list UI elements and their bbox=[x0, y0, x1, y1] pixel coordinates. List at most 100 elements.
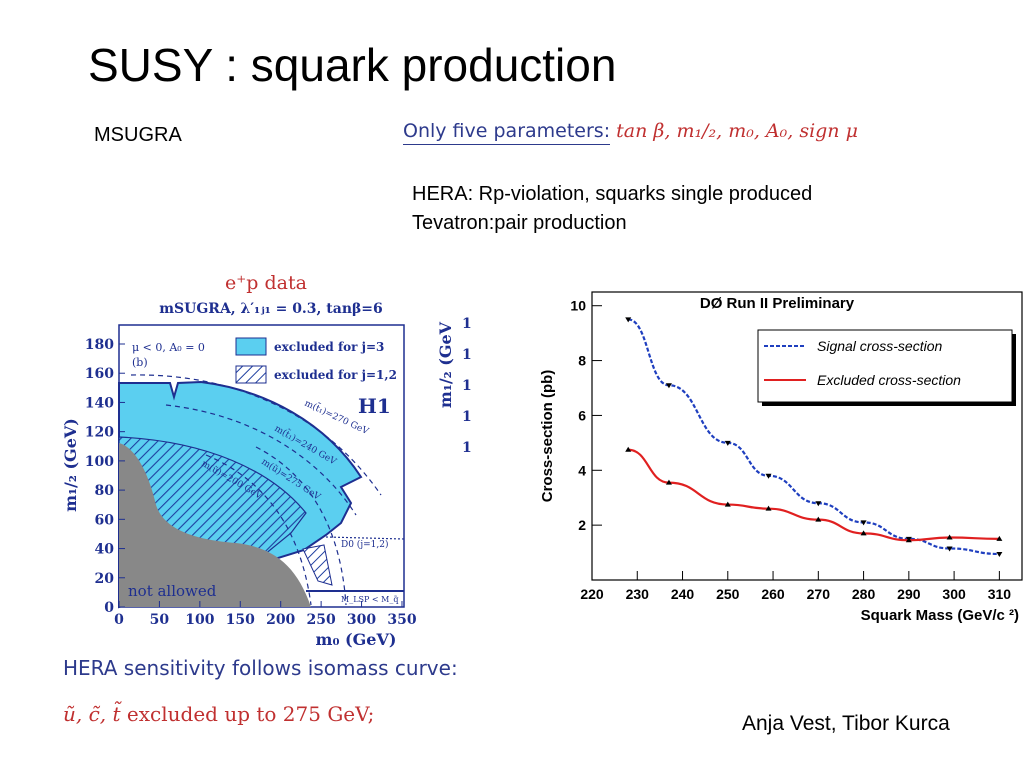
d0-x-tick-label: 310 bbox=[988, 586, 1012, 602]
d0-y-tick-label: 2 bbox=[578, 517, 586, 533]
h1-legend-j3: excluded for j=3 bbox=[274, 340, 384, 354]
d0-data-point bbox=[946, 534, 953, 540]
h1-y-tick-label: 160 bbox=[85, 366, 114, 382]
h1-d0-line bbox=[325, 536, 405, 540]
d0-data-point bbox=[996, 551, 1003, 557]
h1-right-ticks: 1 1 1 1 1 bbox=[462, 316, 472, 456]
d0-data-point bbox=[905, 537, 912, 543]
h1-x-tick-label: 200 bbox=[266, 612, 295, 628]
d0-y-tick-label: 4 bbox=[578, 462, 586, 478]
d0-x-tick-label: 250 bbox=[716, 586, 740, 602]
d0-data-point bbox=[665, 383, 672, 389]
d0-data-point bbox=[625, 446, 632, 452]
h1-top-label: e⁺p data bbox=[225, 272, 307, 294]
excluded-particles: ũ, c̃, t̃ bbox=[63, 702, 121, 726]
d0-legend-label: Signal cross-section bbox=[817, 338, 942, 354]
d0-legend-label: Excluded cross-section bbox=[817, 372, 961, 388]
h1-x-ticks: 0 50 100 150 200 250 300 350 bbox=[114, 601, 417, 628]
h1-y-tick-label: 0 bbox=[104, 600, 114, 616]
d0-data-point bbox=[724, 501, 731, 507]
d0-data-point bbox=[625, 317, 632, 323]
h1-exclusion-plot: e⁺p data mSUGRA, λ′₁ⱼ₁ = 0.3, tanβ=6 μ <… bbox=[61, 272, 472, 649]
d0-legend-shadow bbox=[1012, 334, 1016, 406]
d0-x-tick-label: 300 bbox=[942, 586, 966, 602]
d0-data-point bbox=[996, 535, 1003, 541]
h1-legend-j12: excluded for j=1,2 bbox=[274, 368, 397, 382]
h1-y-ticks: 0 20 40 60 80 100 120 140 160 180 bbox=[85, 337, 125, 616]
excluded-text: excluded up to 275 GeV; bbox=[126, 702, 375, 726]
parameters-math: tan β, m₁/₂, m₀, A₀, sign μ bbox=[616, 120, 858, 142]
slide-title: SUSY : squark production bbox=[88, 39, 617, 91]
h1-legend-j3-swatch bbox=[235, 337, 267, 356]
h1-y-tick-label: 60 bbox=[95, 512, 115, 528]
d0-data-point bbox=[860, 530, 867, 536]
h1-y-tick-label: 80 bbox=[95, 483, 115, 499]
h1-x-tick-label: 150 bbox=[226, 612, 255, 628]
d0-legend-shadow-bottom bbox=[762, 402, 1016, 406]
h1-isomass-270 bbox=[130, 374, 382, 496]
d0-y-tick-label: 6 bbox=[578, 407, 586, 423]
d0-data-point bbox=[815, 501, 822, 507]
hera-line-2: Tevatron:pair production bbox=[412, 212, 627, 234]
h1-y-tick-label: 180 bbox=[85, 337, 114, 353]
h1-logo: H1 bbox=[358, 394, 391, 418]
h1-x-tick-label: 250 bbox=[307, 612, 336, 628]
h1-xlabel: m₀ (GeV) bbox=[316, 630, 397, 649]
h1-legend-j12-swatch bbox=[235, 365, 267, 384]
d0-data-point bbox=[765, 473, 772, 479]
h1-x-tick-label: 50 bbox=[150, 612, 170, 628]
h1-y-tick-label: 140 bbox=[85, 395, 114, 411]
d0-data-point bbox=[815, 516, 822, 522]
hera-sensitivity-text: HERA sensitivity follows isomass curve: bbox=[63, 656, 458, 680]
h1-right-tick-label: 1 bbox=[462, 409, 472, 425]
h1-right-tick-label: 1 bbox=[462, 440, 472, 456]
h1-y-tick-label: 100 bbox=[85, 454, 114, 470]
h1-not-allowed-label: not allowed bbox=[128, 582, 217, 600]
d0-legend: Signal cross-section Excluded cross-secti… bbox=[757, 329, 1016, 406]
d0-cross-section-chart: DØ Run II Preliminary Signal cross-secti… bbox=[539, 291, 1023, 624]
h1-y-tick-label: 40 bbox=[95, 542, 115, 558]
d0-series bbox=[625, 317, 1003, 557]
d0-ylabel: Cross-section (pb) bbox=[539, 370, 556, 503]
d0-data-point bbox=[724, 440, 731, 446]
d0-x-tick-label: 270 bbox=[807, 586, 831, 602]
h1-lsp-label: M_LSP < M_q̃ bbox=[341, 595, 398, 604]
d0-x-tick-label: 260 bbox=[761, 586, 785, 602]
excluded-line: ũ, c̃, t̃ excluded up to 275 GeV; bbox=[63, 702, 374, 726]
h1-y-tick-label: 120 bbox=[85, 425, 114, 441]
h1-right-tick-label: 1 bbox=[462, 347, 472, 363]
h1-not-allowed-region bbox=[119, 443, 311, 607]
hera-text: HERA: Rp-violation, squarks single produ… bbox=[412, 180, 812, 238]
h1-x-tick-label: 300 bbox=[347, 612, 376, 628]
hera-line-1: HERA: Rp-violation, squarks single produ… bbox=[412, 183, 813, 205]
d0-chart-title: DØ Run II Preliminary bbox=[700, 295, 855, 312]
h1-subtitle: mSUGRA, λ′₁ⱼ₁ = 0.3, tanβ=6 bbox=[159, 301, 383, 317]
h1-isomass-240 bbox=[165, 404, 357, 516]
d0-x-tick-label: 290 bbox=[897, 586, 921, 602]
d0-data-point bbox=[665, 479, 672, 485]
h1-d0-label: D0 (j=1,2) bbox=[341, 539, 388, 550]
d0-data-point bbox=[860, 520, 867, 526]
d0-series-line-0 bbox=[627, 318, 1000, 556]
h1-x-tick-label: 0 bbox=[114, 612, 124, 628]
d0-xlabel: Squark Mass (GeV/c ²) bbox=[861, 607, 1019, 624]
parameters-line: Only five parameters: tan β, m₁/₂, m₀, A… bbox=[403, 120, 858, 145]
d0-y-tick-label: 10 bbox=[570, 298, 586, 314]
d0-legend-box bbox=[757, 329, 1013, 403]
d0-x-tick-label: 230 bbox=[626, 586, 650, 602]
h1-panel-label-1: μ < 0, A₀ = 0 bbox=[132, 341, 205, 354]
d0-data-point bbox=[765, 505, 772, 511]
msugra-label: MSUGRA bbox=[94, 124, 182, 146]
h1-right-tick-label: 1 bbox=[462, 378, 472, 394]
d0-data-point bbox=[946, 546, 953, 552]
h1-x-tick-label: 350 bbox=[387, 612, 416, 628]
d0-x-tick-label: 240 bbox=[671, 586, 695, 602]
h1-right-tick-label: 1 bbox=[462, 316, 472, 332]
d0-y-tick-label: 8 bbox=[578, 353, 586, 369]
authors: Anja Vest, Tibor Kurca bbox=[742, 712, 950, 735]
h1-x-tick-label: 100 bbox=[185, 612, 214, 628]
h1-j12-small-region bbox=[302, 544, 333, 586]
d0-x-tick-label: 280 bbox=[852, 586, 876, 602]
d0-x-tick-label: 220 bbox=[580, 586, 604, 602]
d0-axes: 2 4 6 8 10 220 230 240 250 260 270 280 290 300 310 bbox=[570, 298, 1011, 602]
